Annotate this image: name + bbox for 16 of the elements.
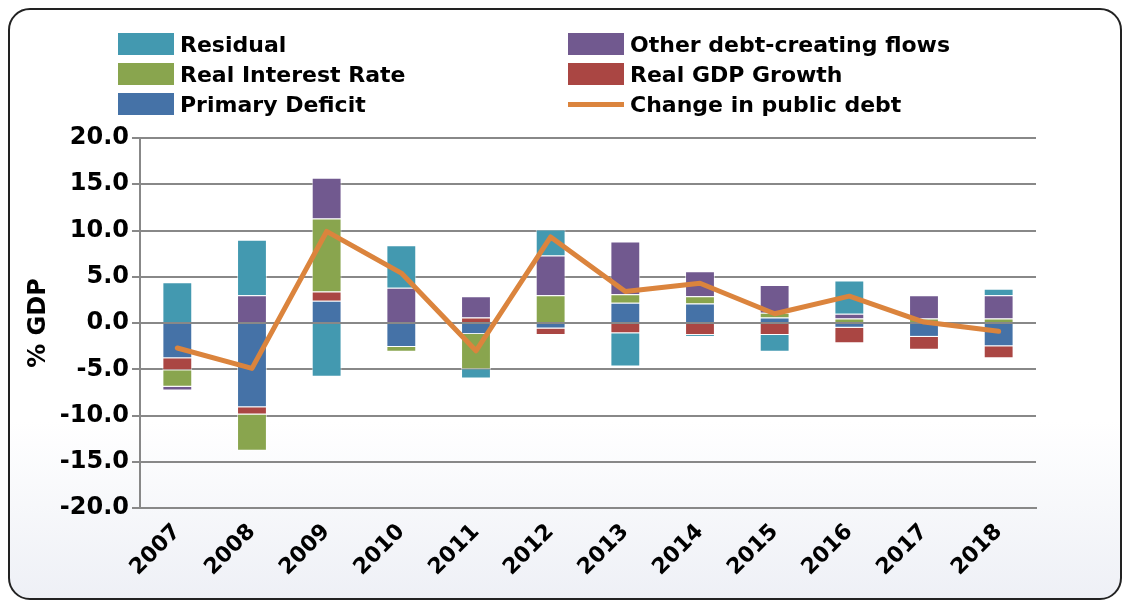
legend-label: Residual: [180, 31, 287, 57]
legend-label: Real GDP Growth: [630, 61, 843, 87]
y-tick-label: 10.0: [69, 214, 129, 243]
y-tick-label: -20.0: [59, 492, 129, 521]
legend-label: Change in public debt: [630, 91, 902, 117]
y-tick-label: 15.0: [69, 168, 129, 197]
legend-label: Other debt-creating flows: [630, 31, 950, 57]
y-tick-label: -10.0: [59, 399, 129, 428]
y-axis-title: % GDP: [22, 278, 51, 368]
y-tick-label: 5.0: [86, 261, 129, 289]
y-tick-label: -5.0: [76, 353, 129, 382]
y-tick-label: 20.0: [69, 122, 129, 151]
y-tick-label: -15.0: [59, 446, 129, 475]
legend-label: Real Interest Rate: [180, 61, 406, 87]
legend-label: Primary Deficit: [180, 91, 366, 117]
y-tick-label: 0.0: [86, 307, 129, 336]
